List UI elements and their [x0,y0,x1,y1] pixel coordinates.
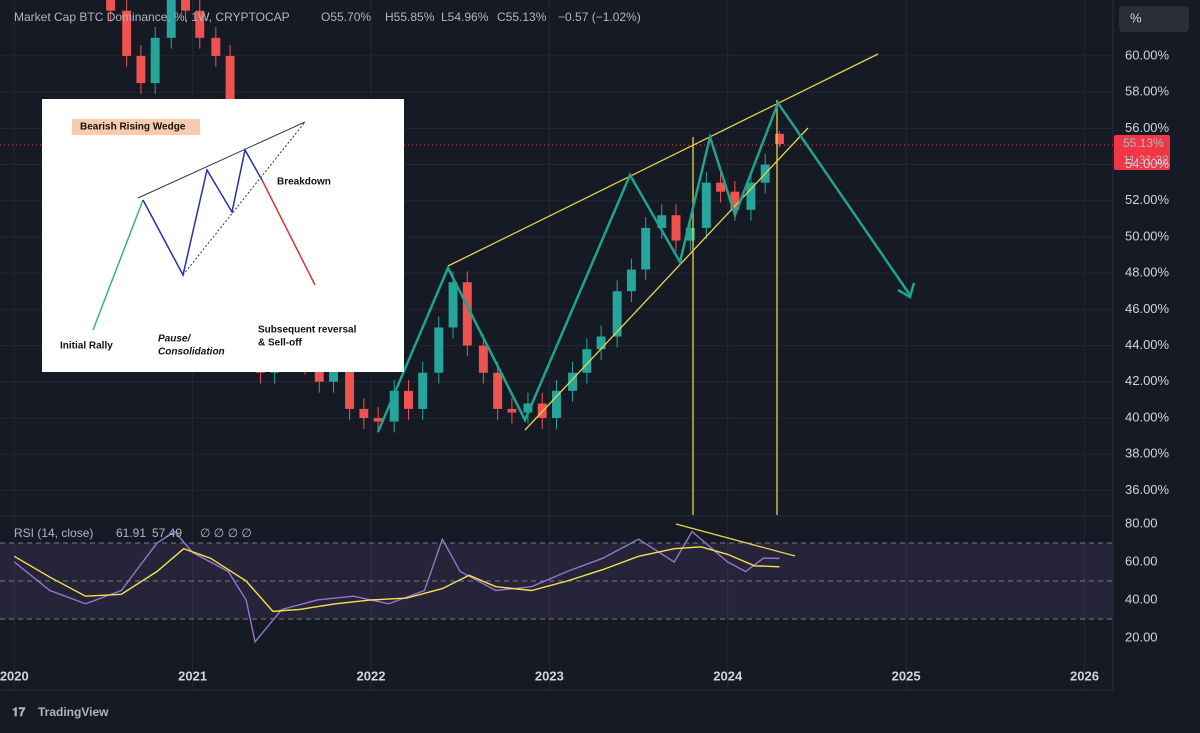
logo: 𝟏𝟕 [12,705,26,719]
inset-label: Initial Rally [60,341,113,352]
y-tick-label: 50.00% [1125,228,1170,243]
ohlc: C55.13% [497,10,547,24]
x-tick-label: 2020 [0,668,29,683]
unit-button[interactable] [1119,6,1189,32]
brand: TradingView [38,705,109,719]
y-tick-label: 52.00% [1125,192,1170,207]
price-badge [1114,135,1170,170]
inset-label: & Sell-off [258,338,303,349]
rsi-pane [13,530,780,644]
rsi-line [13,530,780,644]
rsi-value: 61.91 [116,526,146,540]
inset-label: Subsequent reversal [258,325,357,336]
ohlc: −0.57 (−1.02%) [558,10,641,24]
inset-label: Breakdown [277,177,331,188]
candle-body [462,282,472,346]
y-tick-label: 42.00% [1125,373,1170,388]
candle-body [434,327,444,373]
ohlc: H55.85% [385,10,435,24]
candle-body [746,182,756,210]
candle-body [329,363,339,382]
candle-body [225,55,235,111]
candle-body [774,133,784,145]
y-tick-label: 54.00% [1125,156,1170,171]
y-tick-label: 38.00% [1125,446,1170,461]
x-tick-label: 2021 [178,668,207,683]
rsi-tick-label: 20.00 [1125,629,1158,644]
candle-body [582,349,592,373]
candle-body [389,390,399,422]
inset-label: Consolidation [158,347,225,358]
candle-body [136,55,146,84]
y-tick-label: 36.00% [1125,482,1170,497]
candle-body [359,408,369,418]
candle-body [523,403,533,413]
candle-body [657,215,667,228]
candle-body [106,0,116,11]
candle-body [493,372,503,409]
y-tick-label: 60.00% [1125,47,1170,62]
x-tick-label: 2022 [357,668,386,683]
y-tick-label: 44.00% [1125,337,1170,352]
zigzag [376,100,916,433]
countdown: 11:31:38 [1123,153,1169,167]
candle-body [552,390,561,418]
rsi-ma-value: 57.49 [152,526,182,540]
candle-body [685,227,695,241]
candle-body [730,191,740,210]
candle-body [345,363,355,409]
candle-body [701,182,711,228]
x-tick-label: 2026 [1070,668,1099,683]
candle-body [195,10,205,38]
candle-body [478,345,488,373]
candle-body [507,408,517,413]
wedge-lines [447,53,879,557]
rsi-band [0,543,1113,619]
x-tick-label: 2024 [713,668,743,683]
rsi-extra: ∅ ∅ ∅ ∅ [200,526,252,540]
rsi-tick-label: 40.00 [1125,591,1158,606]
x-tick-label: 2023 [535,668,564,683]
inset-label: Pause/ [158,334,191,345]
y-tick-label: 46.00% [1125,301,1170,316]
candle-body [314,363,324,382]
candle-body [716,182,726,192]
rsi-tick-label: 60.00 [1125,553,1158,568]
candle-body [612,291,622,337]
inset: Bearish Rising Wedge Breakdown Initial R… [42,99,404,372]
candle-body [166,0,176,38]
candle-body [596,336,606,350]
candle-body [403,390,413,409]
candle-body [181,0,190,11]
candle-body [122,10,132,56]
candle-body [626,269,636,292]
ohlc: O55.70% [321,10,371,24]
x-tick-label: 2025 [892,668,921,683]
price-label: 55.13% [1123,136,1164,150]
candle-body [448,282,458,328]
rsi-label: RSI (14, close) [14,526,93,540]
candle-body [641,227,651,270]
candle-body [568,372,578,391]
candle-body [418,372,428,409]
chart-title: Market Cap BTC Dominance, %, 1W, CRYPTOC… [14,10,290,24]
candle-body [150,37,160,84]
y-tick-label: 48.00% [1125,265,1170,280]
unit-label[interactable]: % [1130,10,1142,25]
ohlc: L54.96% [441,10,489,24]
candle-body [211,37,221,56]
candle-body [671,215,681,241]
y-tick-label: 58.00% [1125,84,1170,99]
candle-body [373,417,383,422]
rsi-line [13,546,780,613]
rsi-tick-label: 80.00 [1125,515,1158,530]
y-tick-label: 40.00% [1125,409,1170,424]
y-tick-label: 56.00% [1125,120,1170,135]
inset-title: Bearish Rising Wedge [80,122,186,133]
